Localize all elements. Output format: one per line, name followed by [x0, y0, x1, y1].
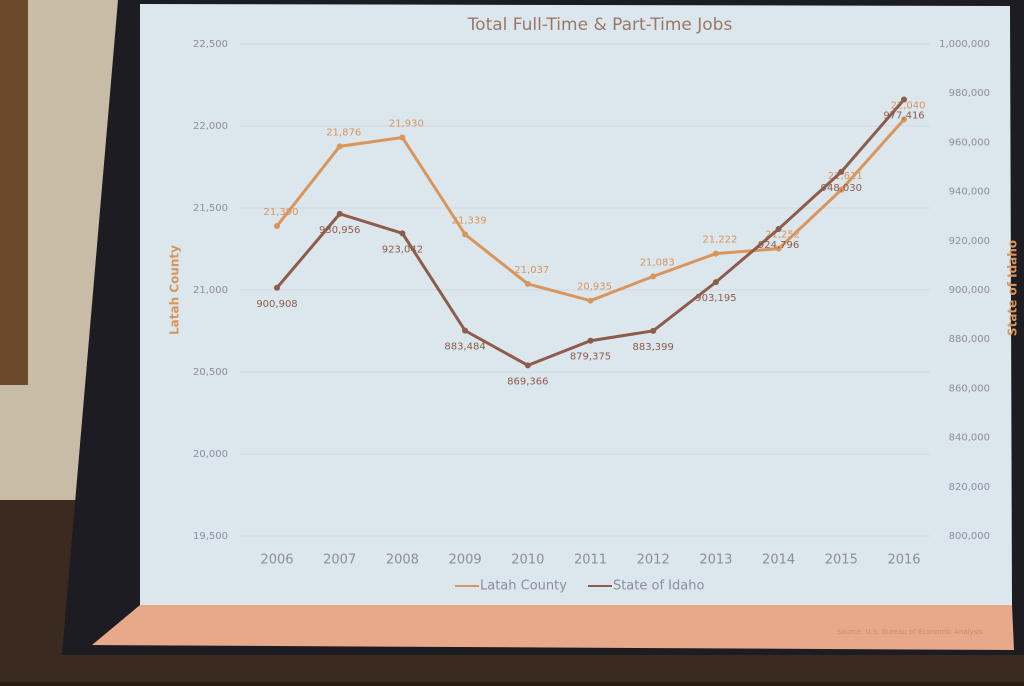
data-label: 900,908 [256, 299, 297, 310]
data-label: 883,484 [444, 342, 485, 353]
y-tick-label: 20,000 [193, 449, 228, 460]
wall-panel [0, 0, 28, 385]
y2-tick-label: 860,000 [949, 383, 990, 394]
y2-tick-label: 820,000 [949, 482, 990, 493]
data-label: 21,083 [640, 257, 675, 268]
data-label: 21,876 [326, 127, 361, 138]
x-tick-label: 2007 [323, 553, 356, 568]
data-point [274, 223, 280, 230]
data-point [712, 279, 719, 286]
legend-label: State of Idaho [613, 579, 704, 594]
data-label: 22,040 [891, 100, 926, 111]
data-point [712, 250, 719, 257]
x-tick-label: 2006 [260, 553, 293, 568]
data-label: 930,956 [319, 225, 360, 236]
x-tick-label: 2010 [511, 553, 544, 568]
x-tick-label: 2012 [637, 553, 670, 568]
data-point [901, 116, 907, 123]
data-label: 924,796 [758, 240, 799, 251]
data-point [399, 230, 406, 237]
data-point [462, 231, 469, 238]
data-label: 21,037 [514, 265, 549, 276]
y-tick-label: 21,500 [193, 203, 228, 214]
y2-tick-label: 920,000 [949, 236, 990, 247]
data-point [587, 337, 594, 344]
x-tick-label: 2015 [825, 553, 858, 568]
y-tick-label: 20,500 [193, 367, 228, 378]
y-axis-title: Latah County [168, 245, 182, 335]
y2-tick-label: 940,000 [949, 187, 990, 198]
x-tick-label: 2013 [699, 553, 732, 568]
data-label: 883,399 [633, 342, 674, 353]
footer-band [92, 605, 1014, 650]
x-tick-label: 2008 [386, 553, 419, 568]
data-point [775, 245, 782, 252]
data-point [524, 280, 531, 287]
data-label: 21,390 [264, 207, 299, 218]
data-point [650, 273, 657, 280]
data-label: 21,252 [765, 230, 800, 241]
data-point [838, 168, 845, 175]
y2-tick-label: 800,000 [949, 531, 990, 542]
source-note: Source: U.S. Bureau of Economic Analysis [837, 628, 983, 636]
y-tick-label: 22,500 [193, 39, 228, 50]
data-label: 869,366 [507, 376, 548, 387]
data-point [399, 134, 406, 141]
x-tick-label: 2011 [574, 553, 607, 568]
y2-tick-label: 980,000 [949, 88, 990, 99]
y-tick-label: 22,000 [193, 121, 228, 132]
chart-title: Total Full-Time & Part-Time Jobs [467, 15, 733, 35]
data-label: 879,375 [570, 352, 611, 363]
x-tick-label: 2009 [449, 553, 482, 568]
data-point [838, 186, 845, 193]
y-tick-label: 21,000 [193, 285, 228, 296]
data-point [524, 362, 531, 369]
data-label: 21,339 [452, 215, 487, 226]
data-label: 21,930 [389, 118, 424, 129]
data-point [775, 226, 782, 233]
data-label: 903,195 [695, 293, 736, 304]
data-point [336, 210, 343, 217]
data-label: 21,222 [702, 235, 737, 246]
y2-tick-label: 1,000,000 [939, 39, 990, 50]
x-tick-label: 2016 [887, 553, 920, 568]
legend-label: Latah County [480, 579, 567, 594]
y2-tick-label: 880,000 [949, 334, 990, 345]
data-label: 20,935 [577, 282, 612, 293]
y2-tick-label: 960,000 [949, 137, 990, 148]
screen [140, 4, 1012, 605]
y2-tick-label: 900,000 [949, 285, 990, 296]
data-point [336, 143, 343, 150]
data-label: 977,416 [883, 111, 924, 122]
y2-axis-title: State of Idaho [1006, 240, 1020, 336]
x-tick-label: 2014 [762, 553, 795, 568]
data-point [462, 327, 469, 334]
y2-tick-label: 840,000 [949, 433, 990, 444]
data-point [587, 297, 594, 304]
data-label: 948,030 [821, 183, 862, 194]
y-tick-label: 19,500 [193, 531, 228, 542]
data-label: 923,042 [382, 244, 423, 255]
data-point [650, 327, 657, 334]
data-point [901, 96, 907, 103]
data-point [274, 284, 280, 291]
data-label: 21,611 [828, 171, 863, 182]
